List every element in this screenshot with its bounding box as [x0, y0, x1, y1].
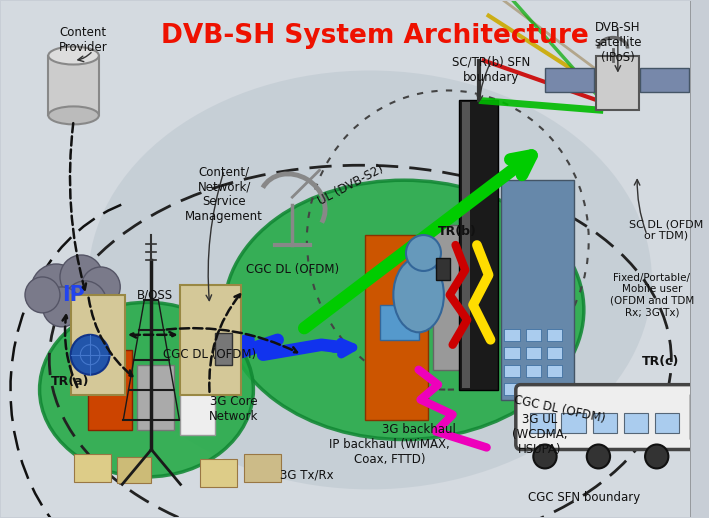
Bar	[525, 383, 541, 395]
Circle shape	[30, 264, 82, 316]
Bar	[547, 329, 562, 341]
Circle shape	[82, 267, 121, 307]
Bar	[436, 258, 450, 280]
Bar	[547, 365, 562, 377]
Text: IP backhaul (WiMAX,
Coax, FTTD): IP backhaul (WiMAX, Coax, FTTD)	[329, 438, 450, 467]
Bar	[244, 454, 281, 482]
Bar	[504, 329, 520, 341]
Bar	[525, 347, 541, 359]
Text: SC/TR(b) SFN
boundary: SC/TR(b) SFN boundary	[452, 55, 530, 83]
Bar	[545, 67, 593, 92]
Text: B/OSS: B/OSS	[137, 289, 173, 301]
Bar	[530, 413, 554, 433]
Text: TR(c): TR(c)	[642, 355, 679, 368]
Bar	[547, 347, 562, 359]
Text: SC DL (OFDM
or TDM): SC DL (OFDM or TDM)	[630, 219, 703, 241]
Bar	[504, 383, 520, 395]
Circle shape	[71, 335, 110, 375]
Bar	[462, 103, 470, 387]
Bar	[562, 413, 586, 433]
Circle shape	[60, 255, 103, 299]
Text: DVB-SH System Architecture: DVB-SH System Architecture	[160, 23, 588, 49]
Circle shape	[64, 281, 106, 325]
Bar	[433, 225, 460, 370]
Ellipse shape	[224, 180, 584, 439]
Text: 3G Tx/Rx: 3G Tx/Rx	[280, 469, 334, 482]
Bar	[74, 454, 111, 482]
Polygon shape	[691, 395, 709, 439]
Text: 3G UL
(WCDMA,
HSUPA): 3G UL (WCDMA, HSUPA)	[513, 413, 568, 456]
Bar	[48, 55, 99, 116]
Bar	[501, 180, 574, 399]
Text: UL (DVB-S2): UL (DVB-S2)	[316, 163, 386, 208]
Bar	[459, 100, 498, 390]
Bar	[655, 413, 679, 433]
Bar	[137, 365, 174, 429]
Text: TR(a): TR(a)	[51, 375, 90, 387]
Bar	[181, 285, 241, 395]
Text: CGC DL (OFDM): CGC DL (OFDM)	[246, 264, 339, 277]
Bar	[215, 333, 232, 365]
Text: IP: IP	[62, 285, 85, 305]
Text: CGC DL (OFDM): CGC DL (OFDM)	[163, 348, 256, 361]
Bar	[596, 55, 640, 110]
Circle shape	[25, 277, 60, 313]
Bar	[365, 235, 428, 420]
Bar	[504, 365, 520, 377]
Bar	[640, 67, 689, 92]
Circle shape	[43, 287, 82, 327]
Text: TR(b): TR(b)	[438, 225, 477, 238]
Bar	[525, 365, 541, 377]
Bar	[525, 329, 541, 341]
Bar	[200, 459, 237, 487]
Text: 3G backhaul: 3G backhaul	[381, 423, 456, 436]
Text: 3G Core
Network: 3G Core Network	[209, 395, 259, 423]
Bar	[88, 350, 132, 429]
Text: DVB-SH
satellite
(IPoS): DVB-SH satellite (IPoS)	[594, 21, 642, 64]
Circle shape	[645, 444, 669, 468]
Bar	[380, 305, 418, 340]
Ellipse shape	[88, 70, 652, 490]
Circle shape	[406, 235, 441, 271]
Bar	[593, 413, 617, 433]
Ellipse shape	[48, 106, 99, 124]
Bar	[117, 457, 151, 483]
Bar	[624, 413, 648, 433]
Text: CGC DL (OFDM): CGC DL (OFDM)	[513, 394, 606, 426]
Text: Content
Provider: Content Provider	[59, 25, 108, 54]
Bar	[71, 295, 125, 395]
Bar	[547, 383, 562, 395]
Ellipse shape	[48, 47, 99, 65]
Text: CGC SFN boundary: CGC SFN boundary	[527, 491, 640, 504]
Circle shape	[533, 444, 557, 468]
Polygon shape	[181, 340, 215, 365]
FancyBboxPatch shape	[516, 385, 696, 450]
Bar	[504, 347, 520, 359]
Text: Content/
Network/
Service
Management: Content/ Network/ Service Management	[185, 165, 263, 223]
Ellipse shape	[393, 257, 444, 333]
Bar	[181, 365, 215, 435]
Text: Fixed/Portable/
Mobile user
(OFDM and TDM
Rx; 3G Tx): Fixed/Portable/ Mobile user (OFDM and TD…	[610, 272, 694, 318]
Ellipse shape	[40, 303, 253, 477]
Circle shape	[587, 444, 610, 468]
